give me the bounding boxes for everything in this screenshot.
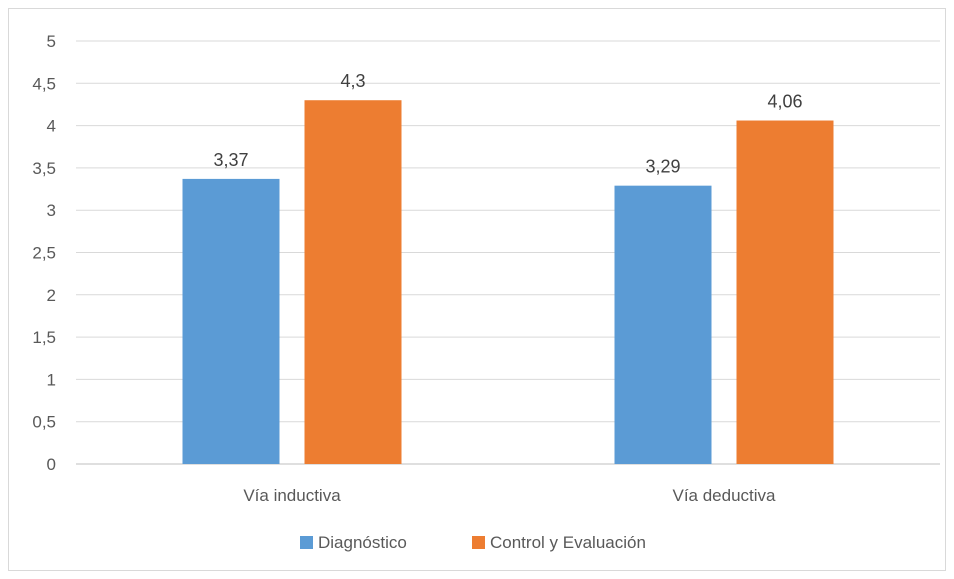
y-axis-ticks: 0 0,5 1 1,5 2 2,5 3 3,5 4 4,5 5: [32, 32, 56, 474]
legend-label: Diagnóstico: [318, 533, 407, 552]
bar-diagnóstico-1: [615, 186, 712, 464]
data-label: 4,06: [767, 92, 802, 112]
y-tick-label: 5: [47, 32, 56, 51]
bars: [183, 100, 834, 464]
x-axis-ticks: Vía inductiva Vía deductiva: [243, 486, 776, 505]
y-tick-label: 2: [47, 286, 56, 305]
y-tick-label: 1,5: [32, 328, 56, 347]
y-tick-label: 0: [47, 455, 56, 474]
data-label: 3,29: [645, 157, 680, 177]
y-tick-label: 3,5: [32, 159, 56, 178]
legend-swatch: [472, 536, 485, 549]
data-labels: 3,37 4,3 3,29 4,06: [213, 71, 802, 176]
legend-label: Control y Evaluación: [490, 533, 646, 552]
data-label: 4,3: [340, 71, 365, 91]
y-tick-label: 4,5: [32, 74, 56, 93]
y-tick-label: 4: [47, 117, 56, 136]
y-tick-label: 2,5: [32, 244, 56, 263]
bar-diagnóstico-0: [183, 179, 280, 464]
y-tick-label: 0,5: [32, 413, 56, 432]
bar-control-y-evaluación-0: [305, 100, 402, 464]
bar-control-y-evaluación-1: [737, 121, 834, 464]
y-tick-label: 3: [47, 201, 56, 220]
y-tick-label: 1: [47, 370, 56, 389]
x-tick-label: Vía deductiva: [672, 486, 776, 505]
legend-swatch: [300, 536, 313, 549]
x-tick-label: Vía inductiva: [243, 486, 341, 505]
data-label: 3,37: [213, 150, 248, 170]
legend: Diagnóstico Control y Evaluación: [300, 533, 646, 552]
